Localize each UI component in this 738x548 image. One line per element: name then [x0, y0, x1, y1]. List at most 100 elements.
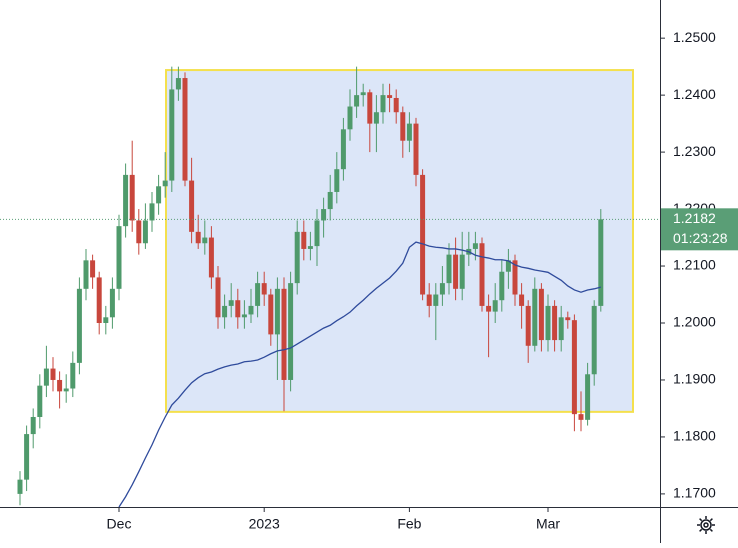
candle-body [327, 191, 333, 210]
candle-body [393, 97, 399, 113]
y-tick-label: 1.1900 [673, 371, 716, 387]
candle-body [83, 260, 89, 289]
candle-body [43, 368, 49, 386]
candle-body [380, 95, 386, 113]
candle-body [129, 174, 135, 221]
y-tick-label: 1.1800 [673, 428, 716, 444]
candle-body [373, 112, 379, 124]
x-tick-label: Mar [536, 516, 560, 532]
candle-body [426, 294, 432, 306]
candle-body [340, 129, 346, 170]
candle-body [387, 95, 393, 98]
candle-body [360, 92, 366, 96]
candle-body [453, 254, 459, 289]
candle-body [532, 288, 538, 346]
range-box [165, 69, 634, 413]
candle-body [202, 237, 208, 244]
candle-body [136, 220, 142, 244]
candle-body [565, 317, 571, 321]
candle-body [307, 246, 313, 249]
candle-body [281, 288, 287, 380]
axes: 1.17001.18001.19001.20001.21001.22001.23… [107, 29, 738, 532]
candle-body [354, 95, 360, 107]
candle-body [446, 254, 452, 284]
candle-body [255, 283, 261, 306]
candle-body [439, 283, 445, 295]
candle-body [585, 374, 591, 420]
candle-body [274, 288, 280, 335]
last-price-label: 1.2182 [673, 210, 716, 226]
candle-body [156, 186, 162, 204]
candle-body [545, 305, 551, 341]
candle-body [261, 283, 267, 295]
last-price-badge [661, 208, 738, 251]
candle-body [598, 219, 604, 306]
candle-body [525, 305, 531, 346]
candle-body [512, 260, 518, 295]
candle-body [479, 243, 485, 306]
candle-body [70, 362, 76, 389]
y-tick-label: 1.1700 [673, 485, 716, 501]
candle-body [76, 288, 82, 363]
y-tick-label: 1.2100 [673, 257, 716, 273]
candle-body [578, 414, 584, 420]
candle-body [24, 434, 30, 480]
y-tick-label: 1.2500 [673, 29, 716, 45]
candle-body [301, 231, 307, 249]
candle-body [189, 180, 195, 232]
x-tick-label: Dec [107, 516, 132, 532]
candle-body [472, 243, 478, 249]
candle-body [50, 368, 56, 380]
candle-body [334, 169, 340, 192]
candle-body [406, 123, 412, 141]
candle-body [505, 260, 511, 272]
candle-body [149, 203, 155, 221]
candle-body [288, 283, 294, 380]
candle-body [294, 231, 300, 284]
candle-body [63, 388, 69, 392]
candle-body [30, 416, 36, 435]
candle-body [433, 294, 439, 306]
candle-body [57, 379, 63, 392]
candle-body [459, 254, 465, 289]
candle-body [175, 78, 181, 90]
candle-body [492, 300, 498, 312]
candle-body [499, 271, 505, 301]
candle-body [241, 314, 247, 318]
candle-body [90, 260, 96, 278]
candle-body [228, 300, 234, 306]
candle-body [169, 89, 175, 181]
candle-body [558, 317, 564, 341]
candle-body [103, 317, 109, 323]
x-tick-label: Feb [397, 516, 421, 532]
candle-body [268, 294, 274, 335]
candle-body [116, 226, 122, 289]
candle-body [486, 305, 492, 312]
settings-icon[interactable] [697, 516, 715, 534]
candle-body [235, 300, 241, 318]
y-tick-label: 1.2000 [673, 314, 716, 330]
candle-body [321, 209, 327, 221]
candle-body [591, 305, 597, 375]
candle-body [400, 112, 406, 141]
candle-body [538, 288, 544, 341]
plot-area [0, 66, 660, 507]
candle-body [413, 123, 419, 175]
candle-body [142, 220, 148, 244]
candle-body [123, 174, 129, 227]
candle-body [571, 320, 577, 415]
candle-body [96, 277, 102, 323]
countdown-label: 01:23:28 [673, 230, 728, 246]
candle-body [215, 277, 221, 318]
candle-body [17, 479, 23, 494]
candle-body [222, 305, 228, 318]
candle-body [519, 294, 525, 306]
candle-body [420, 174, 426, 295]
candle-body [182, 78, 188, 181]
candle-body [248, 305, 254, 315]
candle-body [195, 231, 201, 244]
y-tick-label: 1.2400 [673, 86, 716, 102]
candle-body [314, 220, 320, 247]
candle-body [208, 237, 214, 278]
